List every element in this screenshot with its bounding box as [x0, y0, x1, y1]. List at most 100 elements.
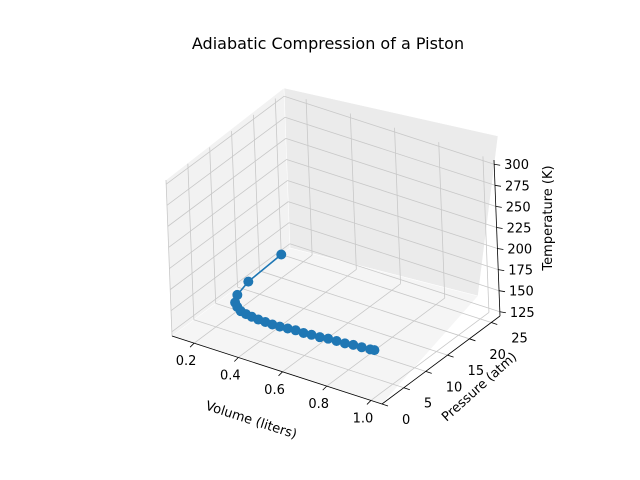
data-point [339, 338, 350, 349]
y-gridline-left [253, 114, 260, 271]
y-tick-label: 5 [424, 397, 432, 412]
x-gridline-floor [282, 283, 401, 373]
z-axis-line [493, 159, 501, 317]
y-tick-label: 10 [446, 380, 463, 395]
z-gridline-back [288, 201, 499, 271]
z-gridline-left [170, 222, 290, 312]
x-gridline-floor [193, 254, 313, 344]
x-tick-label: 0.6 [264, 383, 285, 398]
x-gridline-back [305, 99, 313, 256]
y-tick-mark [425, 371, 432, 374]
data-point [323, 333, 334, 344]
z-axis-label: Temperature (K) [541, 165, 556, 271]
data-point [243, 276, 254, 287]
z-tick-mark [496, 227, 503, 229]
data-point [276, 249, 287, 260]
y-gridline-left [209, 147, 217, 304]
y-tick-mark [403, 387, 410, 391]
z-gridline-left [168, 159, 287, 248]
y-axis-line [381, 315, 501, 405]
x-tick-mark [278, 371, 283, 377]
z-gridline-back [287, 180, 498, 249]
x-gridline-back [394, 127, 401, 284]
z-tick-label: 250 [506, 200, 531, 215]
x-axis-line [171, 335, 383, 405]
y-gridline-left [231, 131, 238, 288]
data-point [282, 323, 293, 334]
y-gridline-floor [259, 270, 470, 340]
y-gridline-left [187, 163, 195, 320]
y-tick-label: 0 [402, 413, 410, 428]
z-tick-label: 175 [508, 264, 533, 279]
y-tick-label: 20 [489, 348, 506, 363]
data-point [314, 332, 325, 343]
data-point [232, 289, 243, 300]
z-tick-label: 200 [507, 243, 532, 258]
y-gridline-left [165, 179, 173, 337]
y-tick-mark [491, 322, 498, 325]
z-gridline-left [171, 243, 291, 333]
y-tick-label: 15 [468, 364, 485, 379]
y-tick-mark [469, 338, 476, 342]
z-gridline-back [284, 116, 496, 186]
tick-marks: 0.2 0.4 0.6 0.8 1.0 05 10 15 20 25 125 150 175 200 225… [176, 158, 535, 428]
x-gridline-back [349, 113, 357, 270]
z-tick-label: 275 [505, 179, 530, 194]
y-gridline-left [274, 98, 282, 255]
z-tick-mark [495, 205, 502, 208]
x-tick-label: 0.4 [220, 368, 241, 383]
y-tick-mark [381, 403, 389, 407]
series-group [230, 249, 380, 356]
x-axis-label: Volume (liters) [204, 399, 299, 443]
z-tick-mark [497, 248, 504, 250]
z-gridline-back [289, 243, 500, 313]
z-gridline-left [169, 201, 289, 290]
x-tick-mark [189, 342, 195, 348]
chart-title: Adiabatic Compression of a Piston [192, 34, 464, 53]
y-gridline-floor [193, 319, 404, 389]
z-gridline-left [165, 95, 285, 185]
data-point [274, 321, 285, 332]
z-tick-mark [499, 311, 506, 314]
data-point [306, 329, 317, 340]
data-point [356, 342, 367, 353]
x-tick-label: 0.2 [176, 354, 197, 369]
z-gridline-back [286, 159, 497, 228]
z-tick-label: 125 [510, 306, 535, 321]
z-tick-mark [498, 290, 506, 293]
y-tick-mark [447, 354, 454, 358]
x-gridline-floor [370, 312, 490, 401]
z-gridline-back [288, 222, 500, 292]
x-gridline-back [482, 156, 490, 313]
data-point [298, 327, 309, 338]
x-gridline-floor [326, 297, 445, 387]
axis-panes [165, 87, 499, 405]
z-tick-label: 225 [507, 221, 532, 236]
z-tick-label: 150 [509, 285, 534, 300]
x-tick-mark [366, 400, 372, 405]
x-tick-label: 1.0 [353, 411, 374, 426]
x-tick-label: 0.8 [308, 397, 329, 412]
x-gridline-back [438, 142, 446, 299]
x-tick-mark [322, 385, 328, 391]
x-tick-mark [234, 357, 239, 362]
z-gridline-left [167, 138, 287, 227]
data-point [348, 339, 359, 350]
x-gridline-floor [238, 269, 357, 358]
z-gridline-left [166, 116, 286, 206]
data-point [369, 345, 380, 356]
y-tick-label: 25 [511, 332, 528, 347]
z-gridline-back [285, 137, 496, 207]
data-point [331, 336, 342, 347]
axis-lines [171, 159, 501, 405]
z-tick-mark [494, 184, 502, 187]
y-gridline-floor [281, 254, 492, 323]
z-tick-mark [498, 269, 505, 272]
data-point [290, 325, 301, 336]
z-tick-mark [494, 163, 501, 166]
y-gridline-floor [237, 286, 448, 356]
z-gridline-back [284, 95, 495, 165]
z-tick-label: 300 [504, 158, 529, 173]
